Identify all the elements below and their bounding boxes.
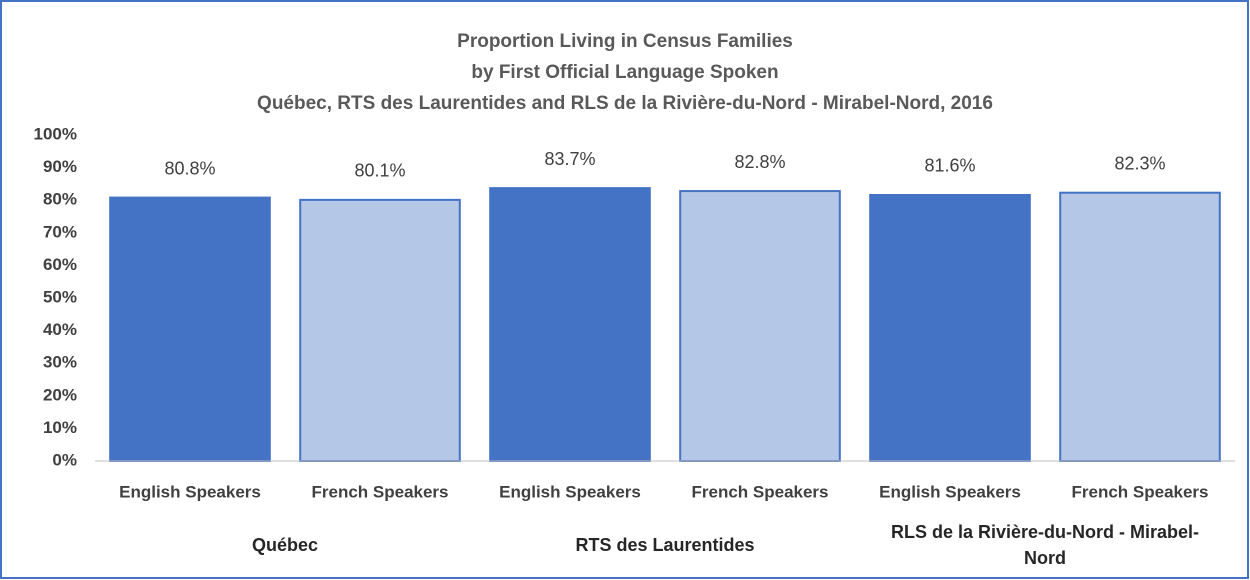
x-tick-label: English Speakers <box>499 482 641 501</box>
data-label: 82.8% <box>734 152 785 172</box>
y-tick-label: 10% <box>43 418 77 437</box>
bar <box>489 187 651 462</box>
x-tick-label: English Speakers <box>119 482 261 501</box>
x-tick-label: French Speakers <box>311 482 448 501</box>
chart-title: Proportion Living in Census Families <box>457 31 793 52</box>
bar <box>1059 191 1221 462</box>
x-tick-label: English Speakers <box>879 482 1021 501</box>
y-tick-label: 80% <box>43 190 77 209</box>
y-tick-label: 100% <box>34 124 77 143</box>
group-label: Québec <box>251 535 319 555</box>
y-tick-label: 50% <box>43 287 77 306</box>
bar <box>109 196 271 462</box>
bar <box>299 198 461 462</box>
y-tick-label: 20% <box>43 385 77 404</box>
data-label: 82.3% <box>1114 153 1165 173</box>
y-tick-label: 0% <box>52 450 77 469</box>
x-tick-label: French Speakers <box>691 482 828 501</box>
y-tick-label: 70% <box>43 222 77 241</box>
chart-title: by First Official Language Spoken <box>471 62 778 83</box>
y-tick-label: 90% <box>43 157 77 176</box>
y-tick-label: 40% <box>43 320 77 339</box>
group-label: RTS des Laurentides <box>575 535 755 555</box>
x-tick-label: French Speakers <box>1071 482 1208 501</box>
data-label: 83.7% <box>544 149 595 169</box>
data-label: 80.1% <box>354 161 405 181</box>
chart-title: Québec, RTS des Laurentides and RLS de l… <box>257 93 993 114</box>
data-label: 81.6% <box>924 156 975 176</box>
y-tick-label: 60% <box>43 255 77 274</box>
group-label: RLS de la Rivière-du-Nord - Mirabel-Nord <box>890 522 1200 568</box>
y-tick-label: 30% <box>43 353 77 372</box>
data-label: 80.8% <box>164 158 215 178</box>
bar <box>679 190 841 463</box>
bar <box>869 193 1031 462</box>
